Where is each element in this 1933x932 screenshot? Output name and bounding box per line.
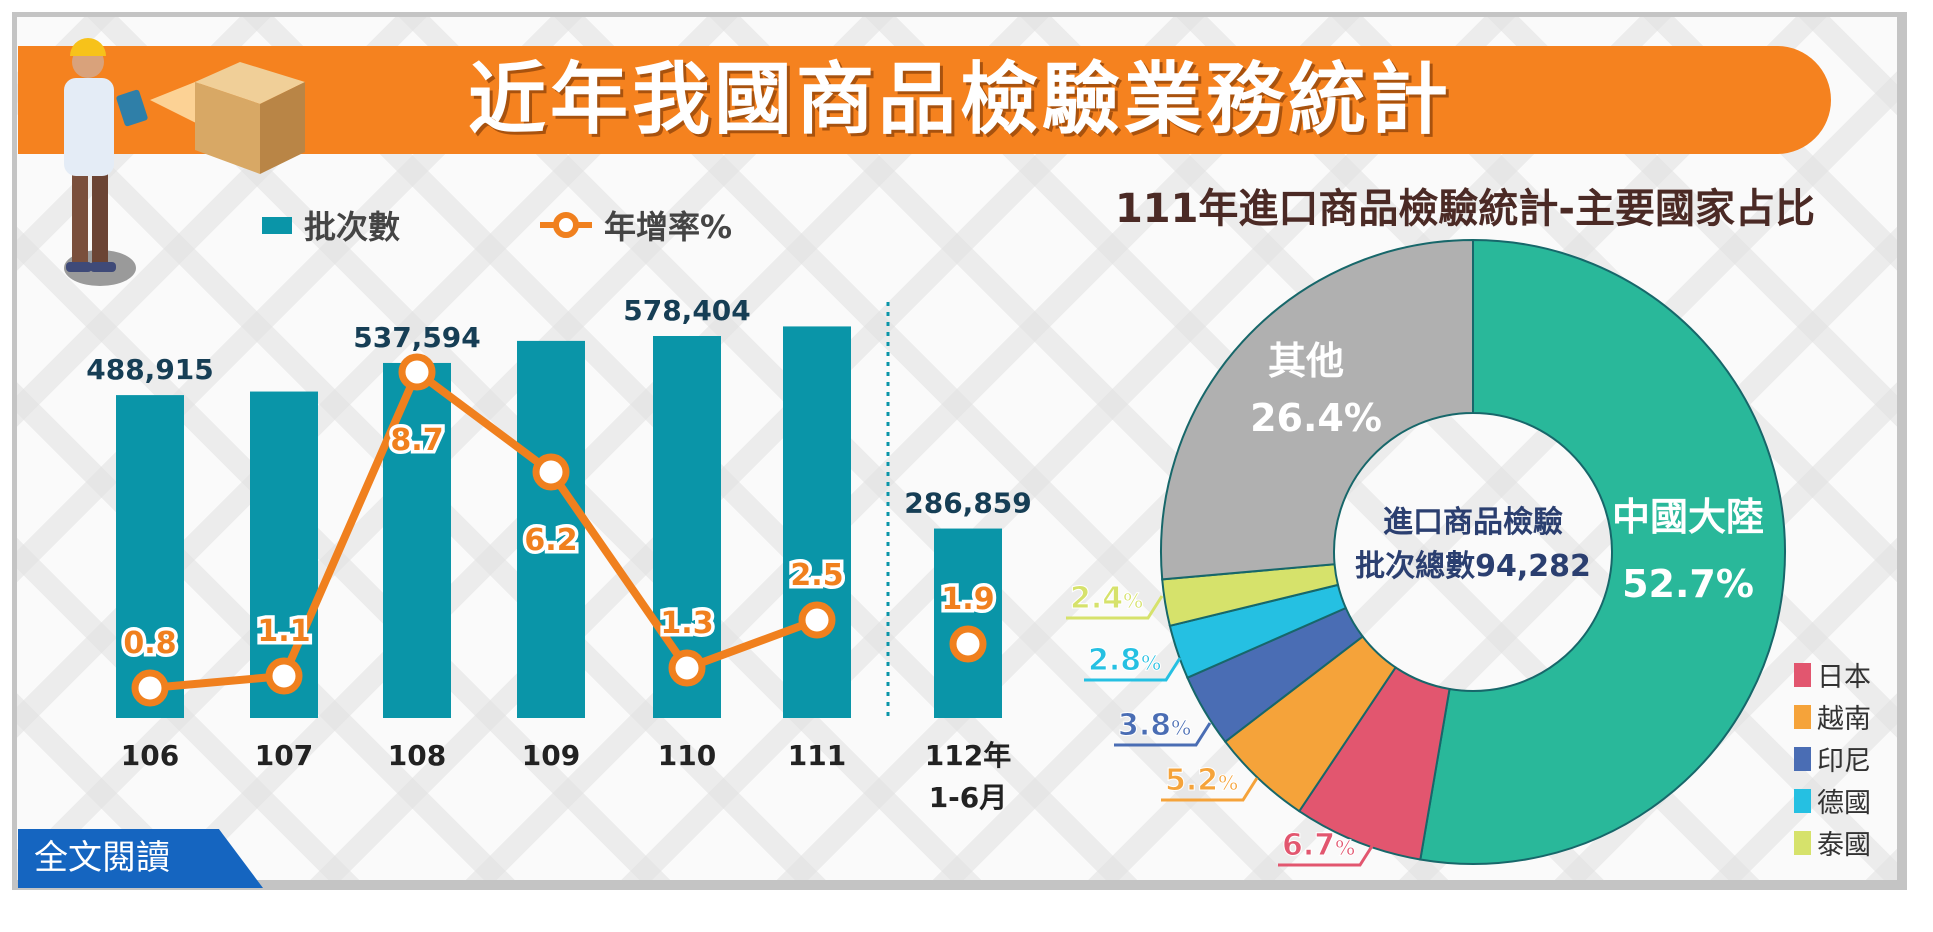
growth-rate-label: 1.9: [941, 582, 994, 617]
growth-marker: [668, 649, 706, 687]
growth-marker: [798, 601, 836, 639]
legend-swatch: [1794, 704, 1811, 729]
growth-rate-label: 0.8: [123, 626, 176, 661]
legend-swatch: [1794, 830, 1811, 855]
bar-111: [783, 326, 851, 718]
percent-sign: %: [1218, 771, 1238, 795]
growth-rate-label: 8.7: [390, 423, 443, 458]
x-tick-label: 1-6月: [929, 781, 1008, 814]
legend-item: 德國: [1794, 781, 1871, 820]
bar-112年 1-6月: [934, 528, 1002, 718]
bar-value-label: 488,915: [86, 353, 214, 386]
x-tick-label: 109: [522, 739, 580, 772]
bar-swatch: [262, 216, 292, 234]
growth-marker: [265, 657, 303, 695]
page-title: 近年我國商品檢驗業務統計: [467, 55, 1452, 145]
slice-其他: [1160, 238, 1474, 581]
legend-item: 日本: [1794, 655, 1871, 694]
legend-label: 印尼: [1817, 746, 1871, 777]
legend-line: 年增率%: [540, 202, 732, 248]
legend-item: 越南: [1794, 697, 1871, 736]
x-tick-label: 108: [388, 739, 446, 772]
x-tick-label: 111: [788, 739, 846, 772]
label-leader-line: [1084, 657, 1182, 682]
x-tick-label: 107: [255, 739, 313, 772]
growth-rate-label: 6.2: [524, 523, 577, 558]
bar-value-label: 286,859: [904, 487, 1032, 520]
legend-label: 德國: [1817, 788, 1871, 819]
legend-swatch: [1794, 788, 1811, 813]
label-leader-line: [1066, 595, 1164, 620]
legend-item: 泰國: [1794, 823, 1871, 862]
legend-bars: 批次數: [262, 202, 400, 248]
growth-rate-label: 2.5: [790, 558, 843, 593]
slice-中國大陸: [1419, 238, 1786, 865]
slice-percent-label: 52.7%: [1622, 562, 1754, 606]
title-banner: [18, 46, 1831, 154]
read-full-text-button[interactable]: 全文閱讀: [18, 829, 263, 888]
legend-bars-label: 批次數: [304, 208, 401, 246]
bar-value-label: 537,594: [353, 321, 481, 354]
growth-marker: [949, 625, 987, 663]
donut-center-line1: 進口商品檢驗: [1383, 505, 1563, 540]
line-marker-icon: [540, 212, 592, 238]
label-leader-line: [1161, 777, 1259, 802]
bar-106: [116, 395, 184, 718]
growth-rate-label: 1.1: [257, 614, 310, 649]
x-tick-label: 110: [658, 739, 716, 772]
growth-marker: [398, 353, 436, 391]
x-tick-label: 106: [121, 739, 179, 772]
inspector-illustration: [64, 38, 305, 286]
pie-title: 111年進口商品檢驗統計-主要國家占比: [1114, 186, 1816, 232]
slice-percent-label: 5.2%: [1165, 763, 1238, 798]
legend-swatch: [1794, 662, 1811, 687]
slice-percent-label: 2.8%: [1088, 643, 1161, 678]
slice-percent-label: 26.4%: [1250, 396, 1382, 440]
legend-item: 印尼: [1794, 739, 1871, 778]
growth-marker: [532, 453, 570, 491]
bar-109: [517, 340, 585, 718]
slice-name-label: 其他: [1268, 339, 1344, 383]
x-tick-label: 112年: [925, 739, 1011, 772]
percent-sign: %: [1335, 836, 1355, 860]
growth-rate-line: [149, 368, 819, 692]
donut-center-line2: 批次總數94,282: [1355, 549, 1591, 584]
percent-sign: %: [1123, 589, 1143, 613]
slice-name-label: 中國大陸: [1612, 495, 1764, 539]
growth-marker: [131, 669, 169, 707]
percent-sign: %: [1141, 651, 1161, 675]
legend-line-label: 年增率%: [604, 208, 733, 246]
growth-rate-label: 1.3: [660, 606, 713, 641]
percent-sign: %: [1171, 716, 1191, 740]
slice-percent-label: 3.8%: [1118, 708, 1191, 743]
slice-percent-label: 2.4%: [1070, 581, 1143, 616]
bar-value-label: 578,404: [623, 294, 751, 327]
bar-line-chart: 488,915 106 107 537,594 108 109 578,404 110 111 2…: [86, 294, 1032, 814]
legend-label: 日本: [1817, 662, 1871, 693]
legend-swatch: [1794, 746, 1811, 771]
label-leader-line: [1114, 722, 1212, 747]
legend-label: 泰國: [1817, 830, 1871, 861]
label-leader-line: [1278, 842, 1376, 867]
legend-label: 越南: [1817, 704, 1871, 735]
